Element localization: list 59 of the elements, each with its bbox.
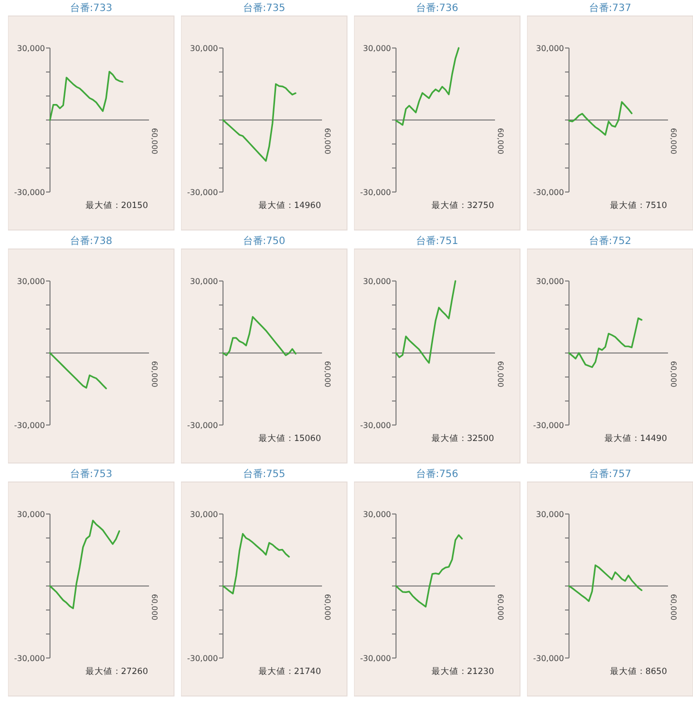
chart-title: 台番:751 <box>416 235 458 247</box>
chart-title: 台番:738 <box>70 235 112 247</box>
y-tick-label: 30,000 <box>363 510 391 519</box>
chart-title: 台番:752 <box>588 235 632 247</box>
y-tick-label: 30,000 <box>363 277 391 286</box>
line-series <box>222 83 296 162</box>
line-series <box>49 352 107 390</box>
chart-title: 台番:755 <box>242 468 286 480</box>
chart-title: 台番:736 <box>416 2 458 14</box>
line-series <box>49 70 124 121</box>
y-tick-label: 30,000 <box>17 44 45 53</box>
y-tick-label: -30,000 <box>533 188 564 197</box>
y-tick-label: 30,000 <box>190 510 218 519</box>
line-series <box>568 317 642 368</box>
text: 最大値 : 15060 <box>258 433 321 444</box>
text: 最大値 : 27260 <box>86 666 148 677</box>
y-tick-label: -30,000 <box>533 654 564 663</box>
y-tick-label: 30,000 <box>536 44 564 53</box>
y-tick-label: -30,000 <box>14 188 45 197</box>
line-series <box>395 47 460 126</box>
y-tick-label: -30,000 <box>14 654 45 663</box>
chart-title: 台番:750 <box>242 235 286 247</box>
chart-title: 台番:756 <box>416 468 458 480</box>
chart-title: 台番:735 <box>242 2 286 14</box>
y-tick-label: -30,000 <box>360 188 391 197</box>
text: 最大値 : 14960 <box>258 200 321 211</box>
text: 最大値 : 20150 <box>86 200 148 211</box>
chart-title: 台番:757 <box>588 468 632 480</box>
y-tick-label: -30,000 <box>533 421 564 430</box>
text: 最大値 : 7510 <box>610 200 667 211</box>
text: 最大値 : 21740 <box>258 666 321 677</box>
line-series <box>568 101 632 136</box>
y-tick-label: -30,000 <box>187 421 218 430</box>
text: 最大値 : 8650 <box>610 666 667 677</box>
chart-title: 台番:753 <box>70 468 112 480</box>
y-tick-label: -30,000 <box>187 654 218 663</box>
line-series <box>395 534 463 608</box>
y-tick-label: 30,000 <box>17 510 45 519</box>
y-tick-label: 30,000 <box>363 44 391 53</box>
y-tick-label: -30,000 <box>360 654 391 663</box>
line-series <box>568 564 642 602</box>
y-tick-label: 30,000 <box>536 277 564 286</box>
line-series <box>395 280 456 364</box>
text: 最大値 : 21230 <box>432 666 494 677</box>
text: 最大値 : 32500 <box>432 433 494 444</box>
text: 最大値 : 32750 <box>432 200 494 211</box>
y-tick-label: 30,000 <box>17 277 45 286</box>
y-tick-label: 30,000 <box>190 277 218 286</box>
y-tick-label: 30,000 <box>190 44 218 53</box>
text: 最大値 : 14490 <box>604 433 667 444</box>
chart-title: 台番:733 <box>70 2 112 14</box>
y-tick-label: -30,000 <box>360 421 391 430</box>
line-series <box>49 520 120 610</box>
line-series <box>222 316 296 356</box>
chart-title: 台番:737 <box>588 2 632 14</box>
y-tick-label: -30,000 <box>14 421 45 430</box>
y-tick-label: 30,000 <box>536 510 564 519</box>
line-series <box>222 533 290 594</box>
y-tick-label: -30,000 <box>187 188 218 197</box>
